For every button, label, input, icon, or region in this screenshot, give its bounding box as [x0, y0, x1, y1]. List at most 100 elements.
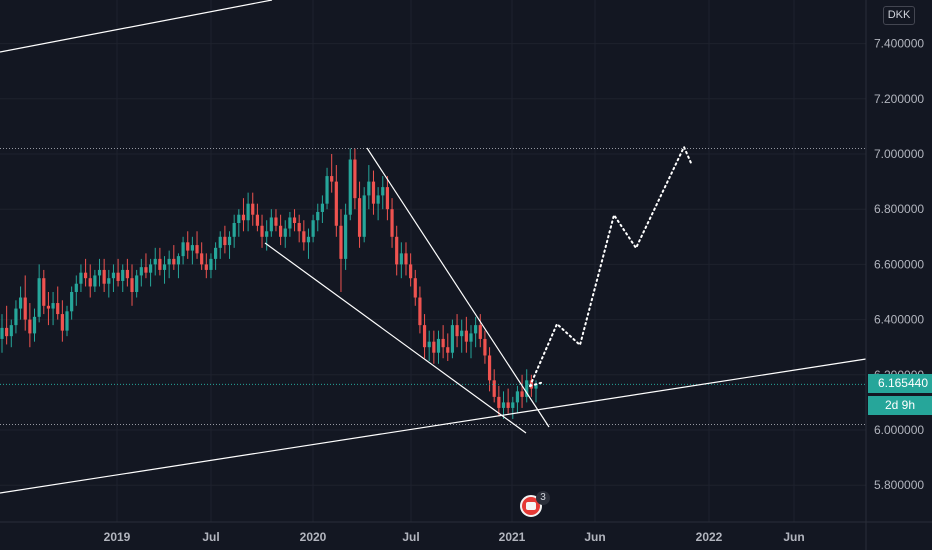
candle-body: [367, 181, 371, 196]
candle-body: [418, 297, 422, 326]
candle-body: [316, 211, 320, 221]
candle-body: [111, 272, 116, 279]
candle-body: [371, 181, 376, 204]
candle-body: [344, 214, 348, 259]
candle-body: [274, 217, 278, 226]
candle-body: [167, 258, 171, 265]
candle-body: [46, 305, 51, 309]
price-tick-label: 6.000000: [874, 423, 924, 437]
candle-body: [172, 258, 176, 265]
candle-body: [302, 231, 306, 243]
time-tick-label: 2019: [104, 530, 131, 544]
candle-body: [306, 236, 311, 243]
candle-body: [413, 278, 417, 298]
candle-body: [5, 327, 9, 337]
candle-body: [97, 269, 102, 276]
price-axis[interactable]: 7.400000 7.200000 7.000000 6.800000 6.600000…: [866, 0, 932, 550]
candle-body: [460, 330, 464, 337]
candle-body: [520, 391, 524, 397]
candle-body: [181, 242, 185, 257]
candle-body: [200, 253, 204, 265]
candle-body: [269, 217, 273, 232]
candle-body: [265, 231, 269, 237]
candle-body: [320, 203, 324, 212]
candle-body: [70, 292, 74, 312]
candle-body: [51, 303, 55, 309]
candle-body: [42, 278, 46, 306]
candle-body: [28, 319, 32, 334]
candle-body: [14, 308, 18, 326]
candle-body: [487, 355, 492, 381]
candle-body: [260, 225, 264, 237]
candle-body: [176, 256, 181, 265]
candle-body: [255, 214, 259, 226]
wedge-lower-line: [264, 242, 527, 434]
candle-body: [148, 264, 153, 273]
candle-body: [385, 187, 390, 210]
candle-body: [246, 203, 250, 221]
candle-body: [0, 327, 4, 339]
candle-body: [446, 347, 450, 353]
candle-body: [353, 159, 357, 199]
candle-body: [497, 396, 501, 408]
candle-body: [23, 297, 27, 320]
candle-body: [60, 314, 64, 331]
candle-body: [93, 275, 97, 287]
candle-body: [390, 209, 394, 237]
candle-body: [311, 220, 315, 237]
candle-body: [144, 267, 148, 273]
time-tick-label: 2020: [300, 530, 327, 544]
candle-body: [506, 402, 510, 408]
candle-body: [190, 245, 194, 251]
event-count-badge: 3: [536, 491, 550, 505]
price-tick-label: 5.800000: [874, 478, 924, 492]
candle-body: [441, 338, 445, 348]
candle-body: [153, 258, 157, 265]
candle-body: [469, 333, 473, 342]
candle-body: [376, 195, 380, 204]
projection-path: [529, 144, 692, 387]
support-trendline: [0, 358, 867, 494]
candle-body: [478, 325, 482, 339]
time-tick-label: Jul: [402, 530, 419, 544]
candle-body: [107, 278, 111, 284]
candle-body: [158, 258, 162, 270]
candle-body: [237, 214, 241, 223]
candle-body: [501, 402, 506, 408]
wedge-upper-line: [366, 147, 550, 428]
candle-body: [422, 325, 427, 348]
candle-body: [251, 203, 255, 215]
grid: [0, 0, 866, 522]
drawings: [0, 0, 867, 494]
currency-badge[interactable]: DKK: [883, 6, 915, 25]
candle-body: [492, 380, 496, 397]
candle-body: [404, 253, 408, 265]
candle-body: [357, 198, 362, 237]
candle-body: [362, 195, 366, 237]
candle-body: [121, 269, 125, 281]
candle-body: [381, 187, 385, 196]
current-price-label: 6.165440: [868, 374, 932, 393]
candle-body: [130, 278, 134, 292]
candle-body: [432, 341, 436, 353]
candle-body: [483, 338, 487, 356]
candle-body: [139, 267, 143, 276]
candle-body: [283, 228, 287, 237]
candle-body: [450, 325, 455, 353]
candle-body: [455, 325, 459, 337]
candle-body: [288, 217, 292, 229]
candle-body: [232, 223, 236, 237]
candle-body: [204, 264, 208, 270]
price-tick-label: 6.800000: [874, 202, 924, 216]
candle-body: [511, 402, 515, 408]
time-tick-label: Jun: [584, 530, 605, 544]
horizontal-lines: [0, 147, 866, 425]
upper-trendline: [0, 0, 273, 53]
candle-body: [399, 253, 403, 265]
candle-body: [37, 278, 41, 317]
candle-body: [116, 272, 120, 281]
candle-body: [195, 245, 199, 254]
price-tick-label: 7.200000: [874, 92, 924, 106]
